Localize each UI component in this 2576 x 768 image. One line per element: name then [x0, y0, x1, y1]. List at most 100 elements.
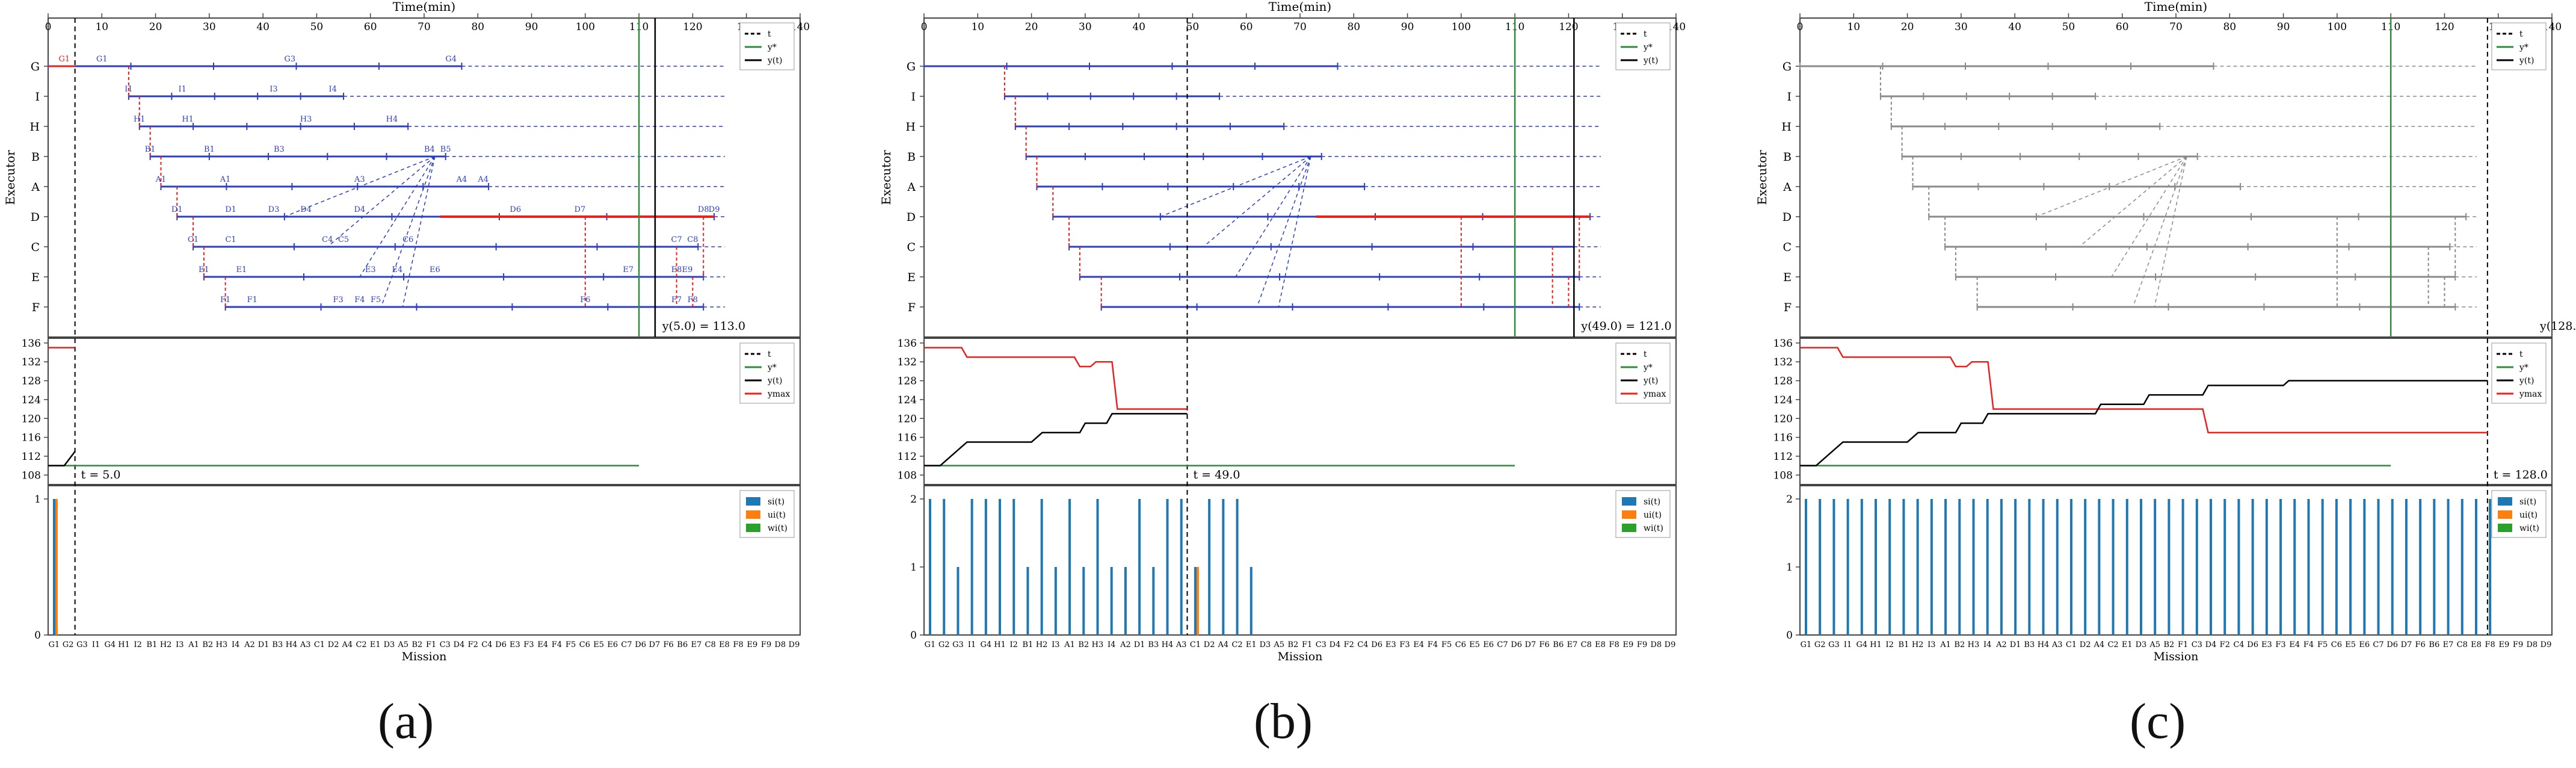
task-label: H1	[134, 115, 146, 124]
legend-label: t	[768, 29, 771, 39]
legend-swatch	[2498, 497, 2512, 506]
time-tick-label: 20	[1025, 21, 1038, 33]
value-tick-label: 124	[898, 394, 917, 406]
mission-tick-label: F2	[1344, 640, 1354, 649]
value-tick-label: 108	[898, 469, 917, 482]
legend-swatch	[1622, 497, 1636, 506]
executor-tick-label: B	[31, 150, 40, 164]
dependency-fan	[1256, 156, 1311, 308]
bar-value-tick-label: 1	[34, 494, 41, 506]
task-label: E7	[623, 265, 633, 274]
mission-tick-label: B6	[677, 640, 688, 649]
bar-value-tick-label: 2	[1786, 494, 1793, 506]
dependency-fan	[2154, 156, 2187, 308]
task-label: A4	[477, 175, 488, 184]
mission-tick-label: B1	[147, 640, 158, 649]
time-tick-label: 50	[310, 21, 324, 33]
mission-tick-label: D6	[495, 640, 507, 649]
mission-tick-label: I1	[92, 640, 100, 649]
mission-tick-label: H3	[1968, 640, 1980, 649]
executor-tick-label: C	[1783, 241, 1792, 254]
mission-tick-label: B2	[1287, 640, 1298, 649]
mission-tick-label: C7	[2373, 640, 2383, 649]
time-tick-label: 20	[149, 21, 162, 33]
mission-tick-label: D3	[384, 640, 395, 649]
mission-tick-label: E8	[719, 640, 730, 649]
mission-tick-label: I1	[1844, 640, 1852, 649]
time-axis-label: Time(min)	[2145, 0, 2207, 14]
mission-tick-label: H3	[1092, 640, 1104, 649]
mission-tick-label: B2	[411, 640, 422, 649]
executor-tick-label: H	[1781, 120, 1792, 134]
time-tick-label: 140	[2542, 21, 2562, 33]
task-label: I1	[125, 85, 132, 94]
mission-tick-label: H4	[2038, 640, 2050, 649]
task-label: B4	[424, 145, 435, 154]
mission-tick-label: C7	[621, 640, 632, 649]
legend-label: y*	[767, 363, 777, 373]
mission-tick-label: D7	[649, 640, 661, 649]
dependency-fan	[1203, 156, 1311, 247]
mission-tick-label: I4	[232, 640, 239, 649]
time-tick-label: 70	[1293, 21, 1307, 33]
mission-tick-label: C8	[1581, 640, 1592, 649]
mission-tick-label: D8	[2526, 640, 2537, 649]
gantt-legend	[739, 22, 795, 70]
mission-tick-label: D1	[1134, 640, 1145, 649]
task-label: I4	[329, 85, 337, 94]
mission-tick-label: E9	[747, 640, 757, 649]
mission-tick-label: I1	[968, 640, 976, 649]
task-label: D3	[268, 205, 280, 214]
mission-tick-label: C2	[2107, 640, 2118, 649]
y-line	[48, 451, 76, 466]
executor-tick-label: A	[907, 181, 916, 194]
time-tick-label: 100	[576, 21, 595, 33]
mission-tick-label: F9	[2513, 640, 2523, 649]
time-tick-label: 50	[1186, 21, 1200, 33]
legend-label: y*	[1643, 43, 1653, 52]
bar-value-tick-label: 0	[1786, 630, 1793, 642]
time-axis-label: Time(min)	[393, 0, 455, 14]
executor-tick-label: E	[907, 271, 916, 284]
legend-label: y*	[1643, 363, 1653, 373]
task-label: C4	[322, 235, 333, 244]
mission-tick-label: E8	[1595, 640, 1606, 649]
time-tick-label: 80	[2223, 21, 2236, 33]
mission-tick-label: B2	[202, 640, 213, 649]
mission-tick-label: D1	[258, 640, 270, 649]
legend-label: t	[768, 350, 771, 359]
y-line	[1800, 380, 2488, 466]
mission-tick-label: D2	[2080, 640, 2091, 649]
value-tick-label: 124	[1773, 394, 1793, 406]
mission-tick-label: D3	[1260, 640, 1271, 649]
mission-tick-label: A2	[1120, 640, 1131, 649]
legend-label: ui(t)	[1644, 510, 1662, 520]
task-label: C6	[402, 235, 413, 244]
dependency-fan	[380, 156, 436, 308]
value-tick-label: 108	[22, 469, 41, 482]
mission-tick-label: I2	[134, 640, 142, 649]
mission-tick-label: C6	[1455, 640, 1466, 649]
value-tick-label: 112	[1773, 451, 1793, 463]
dependency-fan	[2132, 156, 2187, 308]
time-tick-label: 140	[1666, 21, 1686, 33]
task-label: I1	[179, 85, 186, 94]
mission-tick-label: F2	[468, 640, 478, 649]
task-label: A4	[456, 175, 467, 184]
time-tick-label: 40	[1132, 21, 1145, 33]
mission-tick-label: B1	[1899, 640, 1909, 649]
task-label: D8	[698, 205, 709, 214]
mission-tick-label: D3	[2136, 640, 2147, 649]
task-label: B1	[145, 145, 156, 154]
task-label: B5	[440, 145, 451, 154]
mission-tick-label: E4	[1413, 640, 1424, 649]
y-max-line	[924, 347, 1188, 410]
mission-tick-label: A5	[1273, 640, 1284, 649]
time-tick-label: 10	[95, 21, 108, 33]
mission-tick-label: C1	[1190, 640, 1201, 649]
task-label: B3	[274, 145, 285, 154]
mission-tick-label: E6	[607, 640, 618, 649]
mission-tick-label: C8	[2457, 640, 2468, 649]
dependency-fan	[1278, 156, 1311, 308]
